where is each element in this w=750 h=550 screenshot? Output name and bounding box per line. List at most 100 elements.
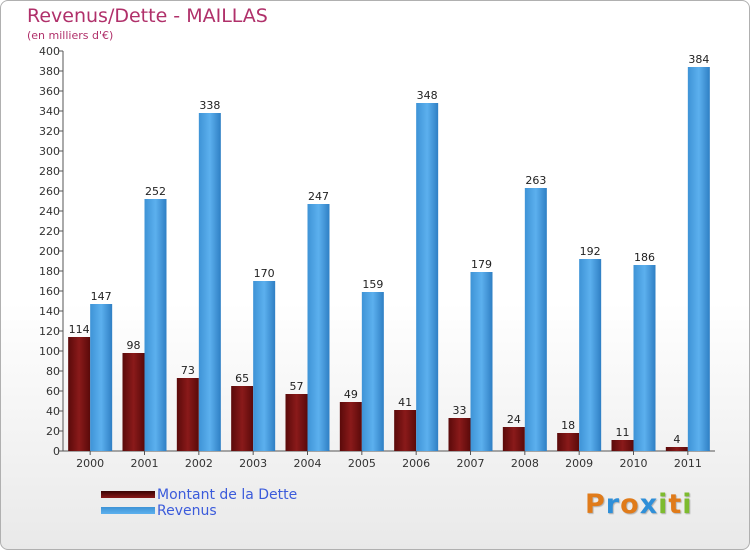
data-label-debt: 65	[235, 372, 249, 385]
bar-debt	[122, 353, 145, 451]
x-tick-label: 2008	[511, 457, 539, 470]
data-label-revenus: 247	[308, 190, 329, 203]
data-label-revenus: 186	[634, 251, 655, 264]
y-tick-label: 180	[39, 265, 60, 278]
chart-subtitle: (en milliers d'€)	[27, 29, 114, 42]
y-tick-label: 300	[39, 145, 60, 158]
bar-debt	[611, 440, 634, 451]
data-label-revenus: 159	[362, 278, 383, 291]
data-label-debt: 18	[561, 419, 575, 432]
bar-debt	[176, 378, 199, 451]
y-tick-label: 360	[39, 85, 60, 98]
data-label-revenus: 338	[199, 99, 220, 112]
y-tick-label: 160	[39, 285, 60, 298]
data-label-debt: 24	[507, 413, 521, 426]
bar-debt	[502, 427, 525, 451]
bars-group	[68, 67, 710, 451]
bar-debt	[68, 337, 91, 451]
x-axis: 2000 2001 2002 2003 2004 2005 2006 2007 2008 2009…	[63, 450, 715, 470]
bar-revenus	[579, 259, 602, 451]
y-tick-label: 80	[46, 365, 60, 378]
data-label-debt: 98	[127, 339, 141, 352]
logo-letter: o	[620, 489, 640, 520]
x-tick-label: 2002	[185, 457, 213, 470]
x-tick-label: 2009	[565, 457, 593, 470]
bar-revenus	[253, 281, 276, 451]
y-tick-label: 60	[46, 385, 60, 398]
y-tick-label: 220	[39, 225, 60, 238]
y-tick-label: 280	[39, 165, 60, 178]
y-tick-label: 120	[39, 325, 60, 338]
y-tick-label: 100	[39, 345, 60, 358]
data-label-revenus: 170	[254, 267, 275, 280]
legend-label-debt: Montant de la Dette	[157, 487, 298, 503]
data-label-revenus: 179	[471, 258, 492, 271]
y-tick-label: 380	[39, 65, 60, 78]
data-label-revenus: 192	[580, 245, 601, 258]
data-label-revenus: 252	[145, 185, 166, 198]
data-label-revenus: 147	[91, 290, 112, 303]
bar-revenus	[687, 67, 710, 451]
legend-swatch-revenus	[101, 507, 155, 514]
bar-debt	[394, 410, 417, 451]
y-tick-label: 400	[39, 45, 60, 58]
data-labels-group: 1141479825273338651705724749159413483317…	[69, 53, 710, 446]
y-tick-label: 240	[39, 205, 60, 218]
bar-revenus	[524, 188, 547, 451]
bar-debt	[231, 386, 254, 451]
bar-debt	[557, 433, 580, 451]
data-label-debt: 114	[69, 323, 90, 336]
data-label-debt: 73	[181, 364, 195, 377]
bar-revenus	[416, 103, 439, 451]
bar-revenus	[361, 292, 384, 451]
logo-letter: x	[639, 489, 659, 520]
chart-title: Revenus/Dette - MAILLAS	[27, 5, 268, 27]
y-tick-label: 320	[39, 125, 60, 138]
bar-revenus	[198, 113, 221, 451]
data-label-revenus: 263	[525, 174, 546, 187]
x-tick-label: 2000	[76, 457, 104, 470]
x-tick-label: 2005	[348, 457, 376, 470]
logo-letter: t	[668, 489, 683, 520]
data-label-debt: 41	[398, 396, 412, 409]
x-tick-label: 2006	[402, 457, 430, 470]
logo-letter: i	[658, 489, 669, 520]
logo-letter: i	[682, 489, 693, 520]
x-tick-label: 2001	[131, 457, 159, 470]
y-tick-label: 340	[39, 105, 60, 118]
logo-letter: P	[585, 489, 606, 520]
data-label-debt: 11	[616, 426, 630, 439]
data-label-debt: 33	[453, 404, 467, 417]
x-tick-label: 2011	[674, 457, 702, 470]
legend-swatch-debt	[101, 491, 155, 498]
bar-revenus	[470, 272, 493, 451]
data-label-debt: 4	[673, 433, 680, 446]
y-tick-label: 0	[53, 445, 60, 458]
y-axis: 0 20 40 60 80 100 120 140 160 180 200 220 240 260 280 3…	[39, 45, 64, 458]
bar-revenus	[307, 204, 330, 451]
y-tick-label: 260	[39, 185, 60, 198]
data-label-revenus: 348	[417, 89, 438, 102]
x-tick-label: 2007	[457, 457, 485, 470]
y-tick-label: 20	[46, 425, 60, 438]
y-tick-label: 140	[39, 305, 60, 318]
x-tick-label: 2010	[620, 457, 648, 470]
logo-letter: r	[605, 489, 621, 520]
bar-revenus	[144, 199, 167, 451]
bar-debt	[665, 447, 688, 451]
bar-debt	[339, 402, 362, 451]
data-label-revenus: 384	[688, 53, 709, 66]
bar-debt	[285, 394, 308, 451]
bar-debt	[448, 418, 471, 451]
x-tick-label: 2004	[294, 457, 322, 470]
bar-revenus	[633, 265, 656, 451]
data-label-debt: 49	[344, 388, 358, 401]
y-tick-label: 200	[39, 245, 60, 258]
proxiti-logo: Proxiti	[585, 489, 693, 520]
bar-revenus	[90, 304, 113, 451]
legend-label-revenus: Revenus	[157, 503, 217, 519]
x-tick-label: 2003	[239, 457, 267, 470]
y-tick-label: 40	[46, 405, 60, 418]
